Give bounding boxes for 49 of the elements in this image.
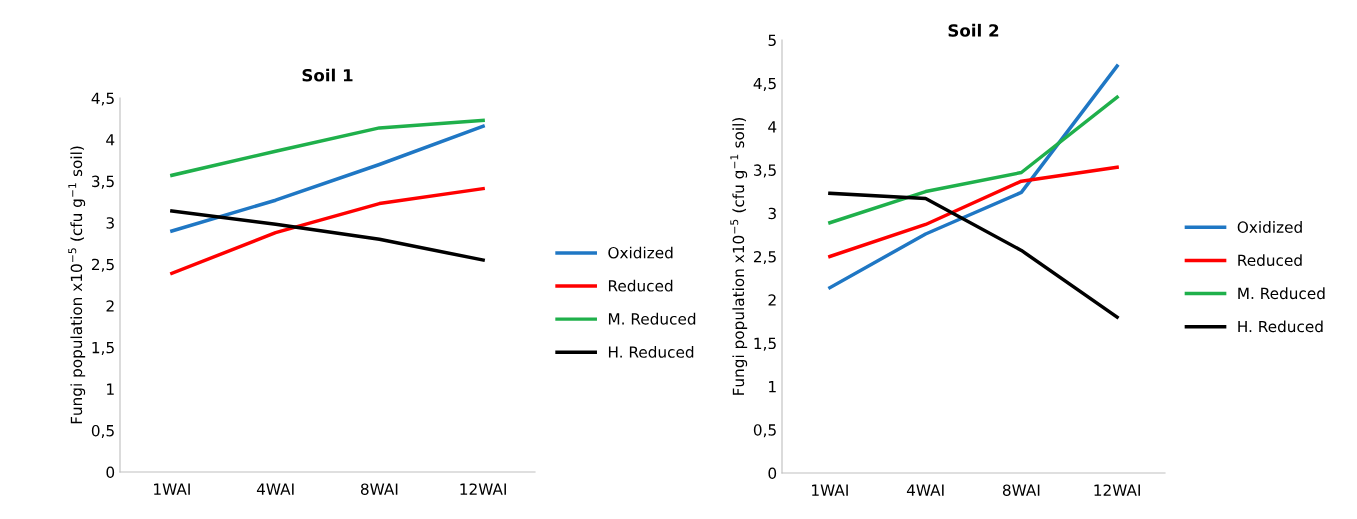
y-tick-label: 3,5: [92, 175, 114, 189]
y-tick-label: 2: [768, 294, 776, 306]
y-tick-label: 0: [106, 466, 115, 479]
legend-label: M. Reduced: [1238, 287, 1325, 300]
y-tick-label: 4: [768, 121, 777, 133]
x-tick-label: 4WAI: [256, 483, 294, 495]
line-series: [170, 124, 485, 233]
legend-label: M. Reduced: [608, 312, 696, 325]
y-tick-label: 1,5: [754, 337, 776, 351]
y-axis-title: Fungi population x10$^{−5}$ (cfu g$^{−1}$ soil): [68, 146, 86, 424]
y-tick-label: 1: [107, 383, 114, 395]
x-tick-label: 1WAI: [812, 484, 848, 496]
line-series: [170, 118, 485, 178]
line-series: [828, 95, 1119, 225]
y-tick-label: 2,5: [753, 250, 776, 265]
x-tick-label: 4WAI: [906, 484, 944, 496]
x-tick-label: 8WAI: [1002, 484, 1040, 496]
y-tick-label: 0,5: [753, 424, 776, 438]
line-series: [828, 191, 1119, 319]
y-tick-label: 3,5: [754, 164, 776, 178]
y-axis-title: Fungi population x10$^{−5}$ (cfu g$^{−1}$ soil): [730, 117, 748, 395]
chart-title: Soil 2: [948, 23, 999, 37]
y-tick-label: 5: [768, 34, 776, 47]
y-tick-label: 2,5: [91, 258, 114, 272]
legend-label: Oxidized: [1237, 221, 1302, 233]
x-tick-label: 12WAI: [460, 483, 506, 495]
y-tick-label: 0,5: [91, 424, 114, 439]
y-tick-label: 4,5: [753, 77, 776, 91]
y-tick-label: 3: [106, 217, 114, 229]
y-tick-label: 0: [768, 467, 777, 480]
y-tick-label: 4: [106, 134, 115, 146]
y-tick-label: 2: [106, 300, 114, 312]
line-series: [828, 64, 1119, 290]
y-tick-label: 1,5: [92, 342, 114, 355]
legend-label: H. Reduced: [1238, 320, 1323, 333]
x-tick-label: 12WAI: [1094, 484, 1140, 496]
y-tick-label: 4,5: [91, 92, 114, 106]
x-tick-label: 8WAI: [360, 483, 398, 495]
y-tick-label: 1: [769, 381, 776, 393]
line-series: [828, 165, 1119, 259]
line-series: [170, 186, 485, 276]
y-tick-label: 3: [768, 207, 776, 220]
chart-title: Soil 1: [302, 68, 353, 82]
x-tick-label: 1WAI: [154, 483, 190, 495]
legend-label: Oxidized: [608, 246, 673, 259]
legend-label: H. Reduced: [608, 345, 694, 358]
line-series: [170, 209, 485, 262]
legend-label: Reduced: [608, 279, 673, 292]
legend-label: Reduced: [1238, 254, 1302, 267]
